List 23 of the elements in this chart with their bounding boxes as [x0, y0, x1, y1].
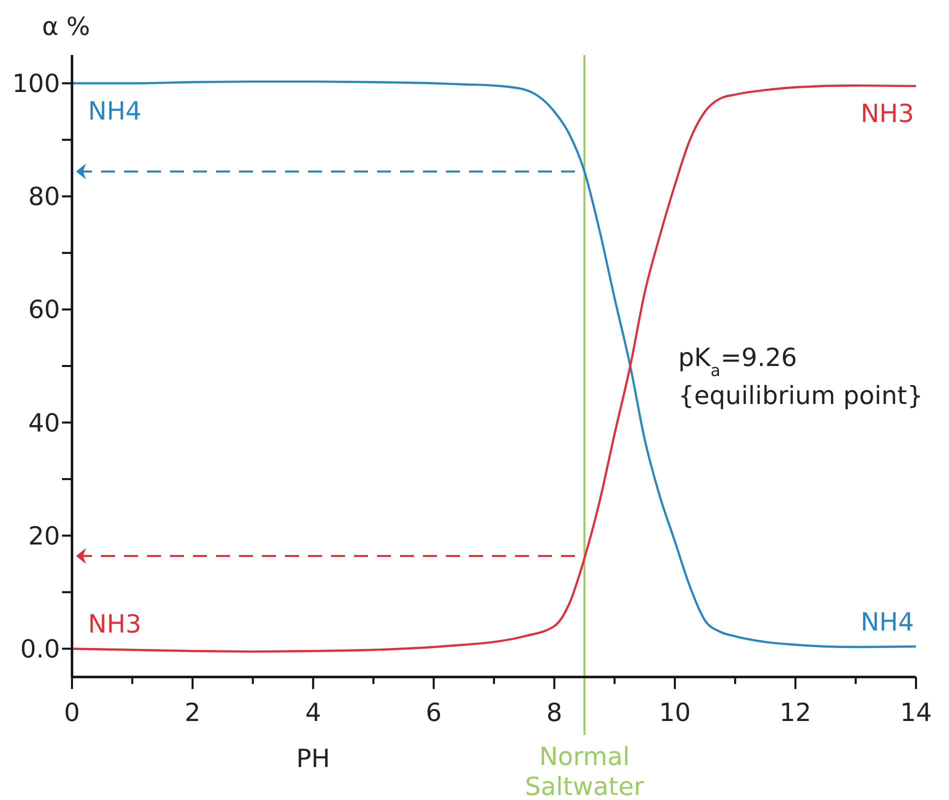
y-tick-label: 60 [28, 295, 60, 324]
x-tick-label: 4 [305, 698, 322, 727]
y-tick-label: 40 [28, 408, 60, 438]
text: NH4 [88, 96, 142, 126]
y-tick-label: 100 [12, 69, 60, 98]
x-tick-label: 8 [546, 698, 562, 727]
series-label: NH4 [860, 607, 914, 636]
ref-line-label: Normal Saltwater [524, 742, 645, 800]
x-tick-label: 14 [900, 698, 932, 727]
y-tick-label: 80 [28, 182, 60, 212]
text: NH3 [860, 99, 914, 128]
x-tick-label: 12 [780, 698, 812, 727]
y-tick-label: 0.0 [20, 634, 60, 664]
x-axis-title: PH [296, 744, 330, 773]
y-tick-label: 20 [28, 521, 60, 550]
annotation: {equilibrium point} [678, 381, 923, 410]
x-tick-label: 6 [426, 698, 442, 727]
x-tick-label: 10 [658, 698, 691, 727]
annotation: pK$_{a}$=9.26 [678, 343, 798, 380]
x-tick-label: 0 [64, 698, 80, 727]
y-axis-title: α % [42, 12, 90, 41]
x-tick-label: 2 [184, 698, 201, 727]
series-label: NH3 [88, 610, 142, 639]
